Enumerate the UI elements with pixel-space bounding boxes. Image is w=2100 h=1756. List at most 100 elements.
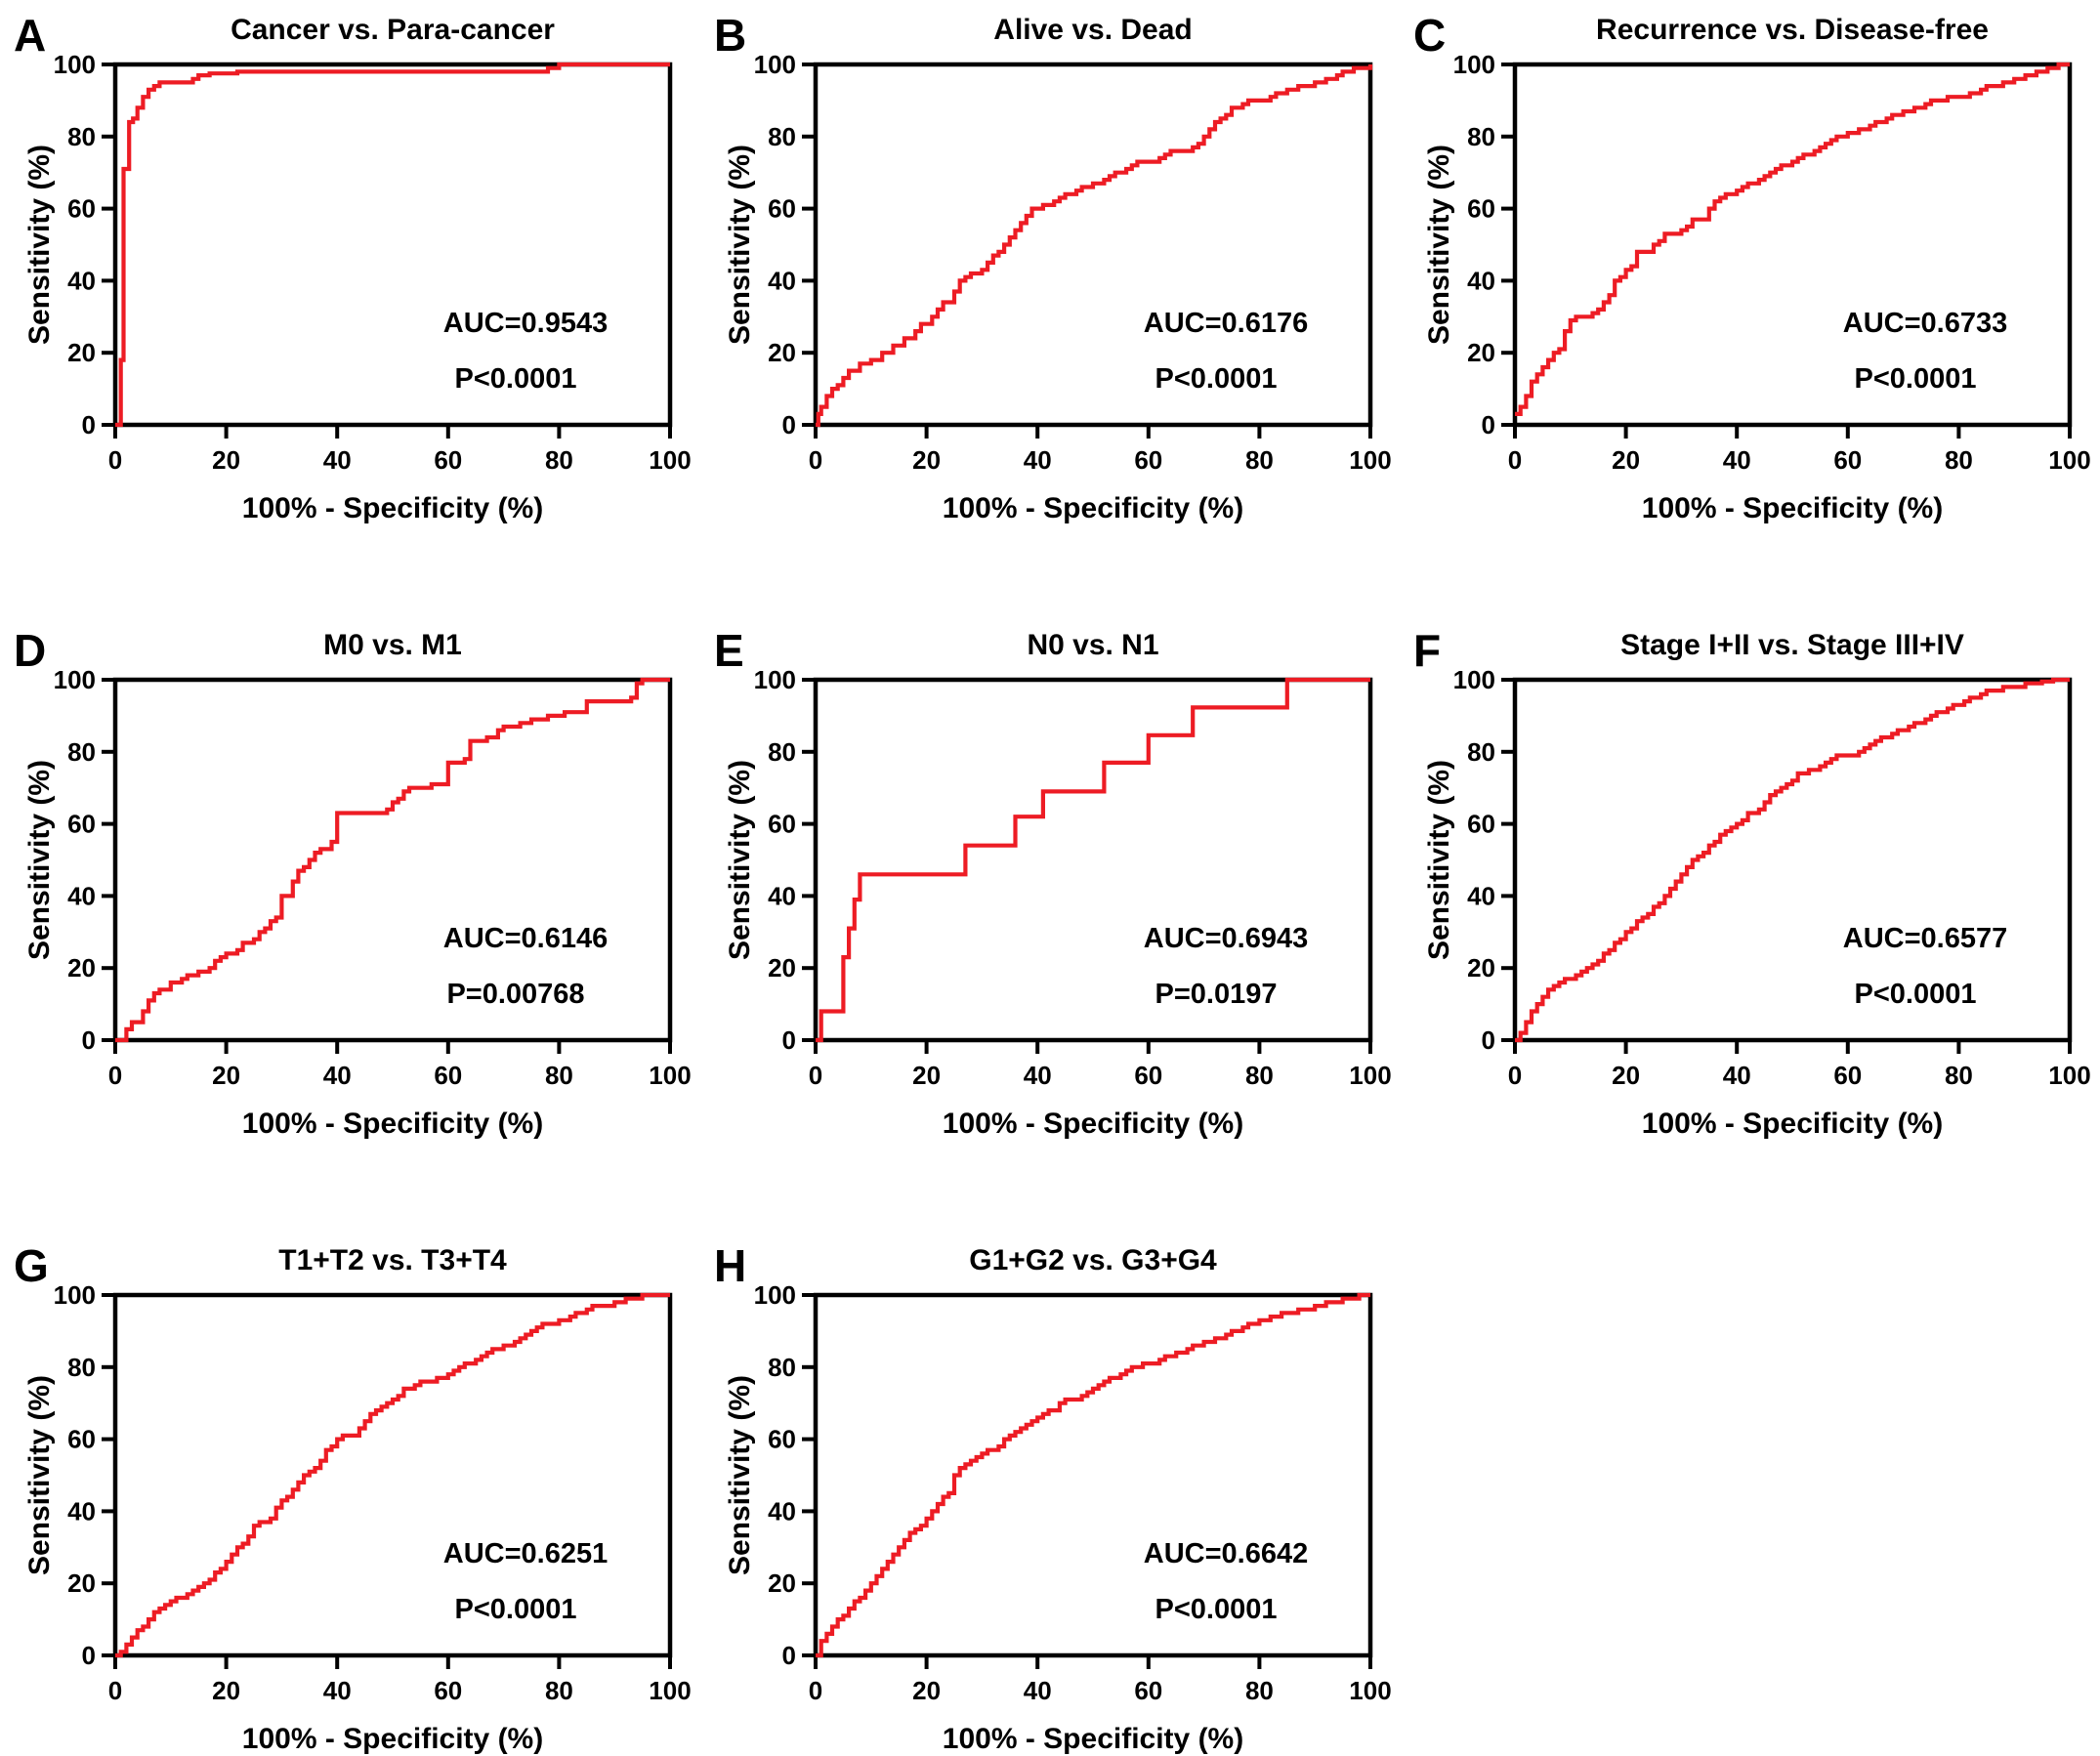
auc-annotation: AUC=0.6146: [443, 923, 608, 954]
y-axis-title: Sensitivity (%): [23, 760, 56, 960]
roc-curve: [115, 1292, 670, 1658]
y-tick-label: 40: [768, 881, 796, 910]
x-tick-label: 0: [108, 445, 122, 475]
panel-letter: B: [714, 10, 746, 61]
x-tick-label: 60: [1134, 1676, 1162, 1705]
roc-curve: [815, 64, 1372, 428]
roc-curve: [1515, 62, 2071, 416]
y-tick-label: 0: [82, 1025, 96, 1055]
x-tick-label: 40: [323, 1061, 352, 1090]
p-value-annotation: P<0.0001: [455, 363, 577, 395]
y-tick-label: 60: [1467, 194, 1495, 224]
x-tick-label: 80: [1245, 1676, 1274, 1705]
y-tick-label: 100: [1453, 50, 1495, 79]
x-tick-label: 20: [212, 1061, 240, 1090]
x-tick-label: 0: [808, 1061, 821, 1090]
y-axis-title: Sensitivity (%): [23, 1375, 56, 1575]
x-tick-label: 60: [1834, 1061, 1863, 1090]
y-tick-label: 40: [67, 1496, 96, 1526]
y-tick-label: 100: [54, 50, 96, 79]
p-value-annotation: P<0.0001: [1855, 979, 1977, 1010]
roc-panel-D: D M0 vs. M1 0 20 40 60 80 100 0 20 40 60 80 100 100% -…: [14, 625, 692, 1140]
panel-title: Recurrence vs. Disease-free: [1596, 14, 1989, 46]
panel-letter: H: [714, 1240, 746, 1291]
y-tick-label: 0: [781, 410, 795, 439]
y-tick-label: 20: [768, 338, 796, 367]
y-tick-label: 80: [1467, 737, 1495, 767]
x-tick-label: 100: [1349, 1061, 1391, 1090]
x-tick-label: 80: [545, 1061, 573, 1090]
panel-letter: E: [714, 625, 744, 676]
x-tick-label: 60: [434, 445, 462, 475]
roc-curve: [815, 1292, 1370, 1658]
x-tick-label: 100: [649, 1676, 691, 1705]
y-tick-label: 80: [67, 737, 96, 767]
plot-frame: [813, 62, 1372, 428]
x-axis-title: 100% - Specificity (%): [942, 492, 1242, 524]
p-value-annotation: P<0.0001: [1155, 1594, 1277, 1625]
x-tick-label: 80: [545, 1676, 573, 1705]
panel-letter: F: [1413, 625, 1441, 676]
y-axis-title: Sensitivity (%): [724, 1375, 756, 1575]
y-tick-label: 80: [1467, 122, 1495, 151]
x-tick-label: 40: [1023, 1676, 1051, 1705]
y-tick-label: 20: [67, 1568, 96, 1598]
y-tick-label: 0: [1482, 1025, 1495, 1055]
panel-letter: C: [1413, 10, 1446, 61]
x-axis-title: 100% - Specificity (%): [942, 1723, 1242, 1755]
x-tick-label: 40: [1723, 1061, 1751, 1090]
p-value-annotation: P=0.00768: [446, 979, 584, 1010]
y-tick-label: 60: [768, 810, 796, 839]
plot-frame: [112, 677, 673, 1043]
x-tick-label: 40: [323, 1676, 352, 1705]
panel-title: M0 vs. M1: [323, 629, 462, 661]
y-axis-title: Sensitivity (%): [1423, 145, 1455, 345]
y-tick-label: 80: [768, 122, 796, 151]
y-tick-label: 0: [1482, 410, 1495, 439]
panel-letter: G: [14, 1240, 49, 1291]
y-axis-title: Sensitivity (%): [23, 145, 56, 345]
auc-annotation: AUC=0.9543: [443, 308, 608, 339]
roc-curve: [815, 677, 1370, 1043]
x-tick-label: 80: [1945, 445, 1973, 475]
p-value-annotation: P=0.0197: [1155, 979, 1277, 1010]
panel-title: Alive vs. Dead: [993, 14, 1192, 46]
roc-panel-B: B Alive vs. Dead 0 20 40 60 80 100 0 20 40 60 80 100 1…: [714, 10, 1392, 524]
x-tick-label: 100: [649, 1061, 691, 1090]
panel-letter: D: [14, 625, 46, 676]
y-tick-label: 60: [768, 1425, 796, 1454]
y-tick-label: 0: [82, 1641, 96, 1670]
p-value-annotation: P<0.0001: [1155, 363, 1277, 395]
y-tick-label: 60: [67, 810, 96, 839]
x-tick-label: 0: [1508, 445, 1522, 475]
x-tick-label: 20: [212, 1676, 240, 1705]
x-tick-label: 20: [912, 445, 941, 475]
x-tick-label: 60: [1134, 1061, 1162, 1090]
y-tick-label: 100: [753, 50, 795, 79]
plot-frame: [112, 1292, 673, 1658]
auc-annotation: AUC=0.6176: [1143, 308, 1307, 339]
y-tick-label: 40: [67, 266, 96, 295]
panel-title: N0 vs. N1: [1027, 629, 1158, 661]
y-tick-label: 40: [768, 1496, 796, 1526]
x-tick-label: 20: [912, 1676, 941, 1705]
x-axis-title: 100% - Specificity (%): [242, 1723, 543, 1755]
x-tick-label: 100: [2049, 1061, 2091, 1090]
y-tick-label: 60: [1467, 810, 1495, 839]
x-axis-title: 100% - Specificity (%): [1642, 492, 1943, 524]
x-axis-title: 100% - Specificity (%): [942, 1108, 1242, 1140]
y-tick-label: 100: [54, 665, 96, 694]
plot-frame: [813, 677, 1372, 1043]
y-tick-label: 0: [781, 1641, 795, 1670]
plot-frame: [813, 1292, 1372, 1658]
y-tick-label: 0: [82, 410, 96, 439]
x-tick-label: 40: [323, 445, 352, 475]
panel-title: T1+T2 vs. T3+T4: [278, 1244, 507, 1276]
x-tick-label: 40: [1723, 445, 1751, 475]
y-tick-label: 0: [781, 1025, 795, 1055]
plot-frame: [1513, 62, 2073, 428]
y-tick-label: 100: [1453, 665, 1495, 694]
y-axis-title: Sensitivity (%): [1423, 760, 1455, 960]
y-axis-title: Sensitivity (%): [724, 145, 756, 345]
